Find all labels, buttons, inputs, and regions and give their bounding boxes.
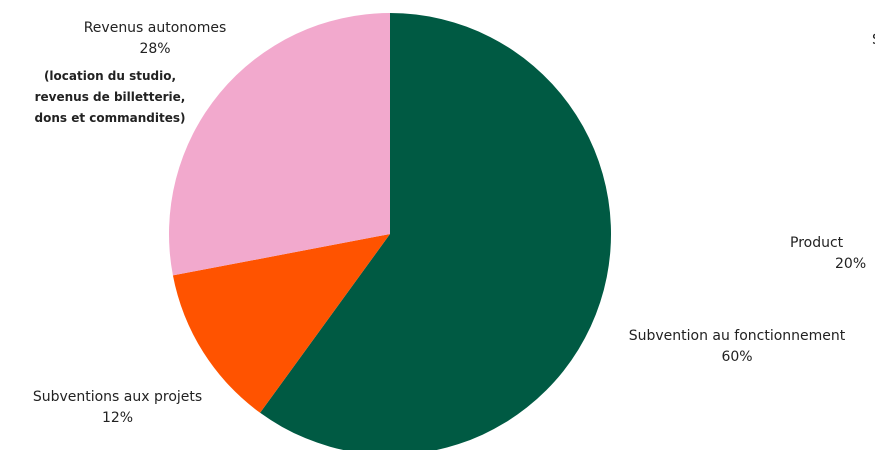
partial-label-product: Product 20% <box>790 233 875 275</box>
slice-name-revenus-autonomes: Revenus autonomes <box>83 20 227 36</box>
note-line-3: dons et commandites) <box>34 111 186 125</box>
slice-value-subventions-projets: 12% <box>101 410 134 426</box>
note-line-2: revenus de billetterie, <box>34 90 186 104</box>
partial-label-s: S <box>872 30 875 51</box>
pie-slice-subventions-aux-projets <box>172 234 390 413</box>
slice-label-subventions-projets: Subventions aux projets 12% <box>0 387 235 429</box>
slice-value-revenus-autonomes: 28% <box>139 41 171 57</box>
slice-note-revenus-autonomes: (location du studio, revenus de billette… <box>10 66 210 129</box>
pie-slice-revenus-autonomes <box>168 12 390 276</box>
partial-label-product-value: 20% <box>835 256 867 272</box>
note-line-1: (location du studio, <box>43 69 177 83</box>
pie-slice-subvention-au-fonctionnement <box>260 13 611 450</box>
partial-label-s-text: S <box>872 30 875 51</box>
slice-name-subventions-projets: Subventions aux projets <box>32 389 203 405</box>
slice-name-subvention-fonctionnement: Subvention au fonctionnement <box>628 328 846 344</box>
partial-label-product-name: Product <box>790 235 844 251</box>
slice-value-subvention-fonctionnement: 60% <box>721 349 753 365</box>
slice-label-revenus-autonomes: Revenus autonomes 28% (location du studi… <box>35 18 255 129</box>
slice-label-subvention-fonctionnement: Subvention au fonctionnement 60% <box>597 326 875 368</box>
